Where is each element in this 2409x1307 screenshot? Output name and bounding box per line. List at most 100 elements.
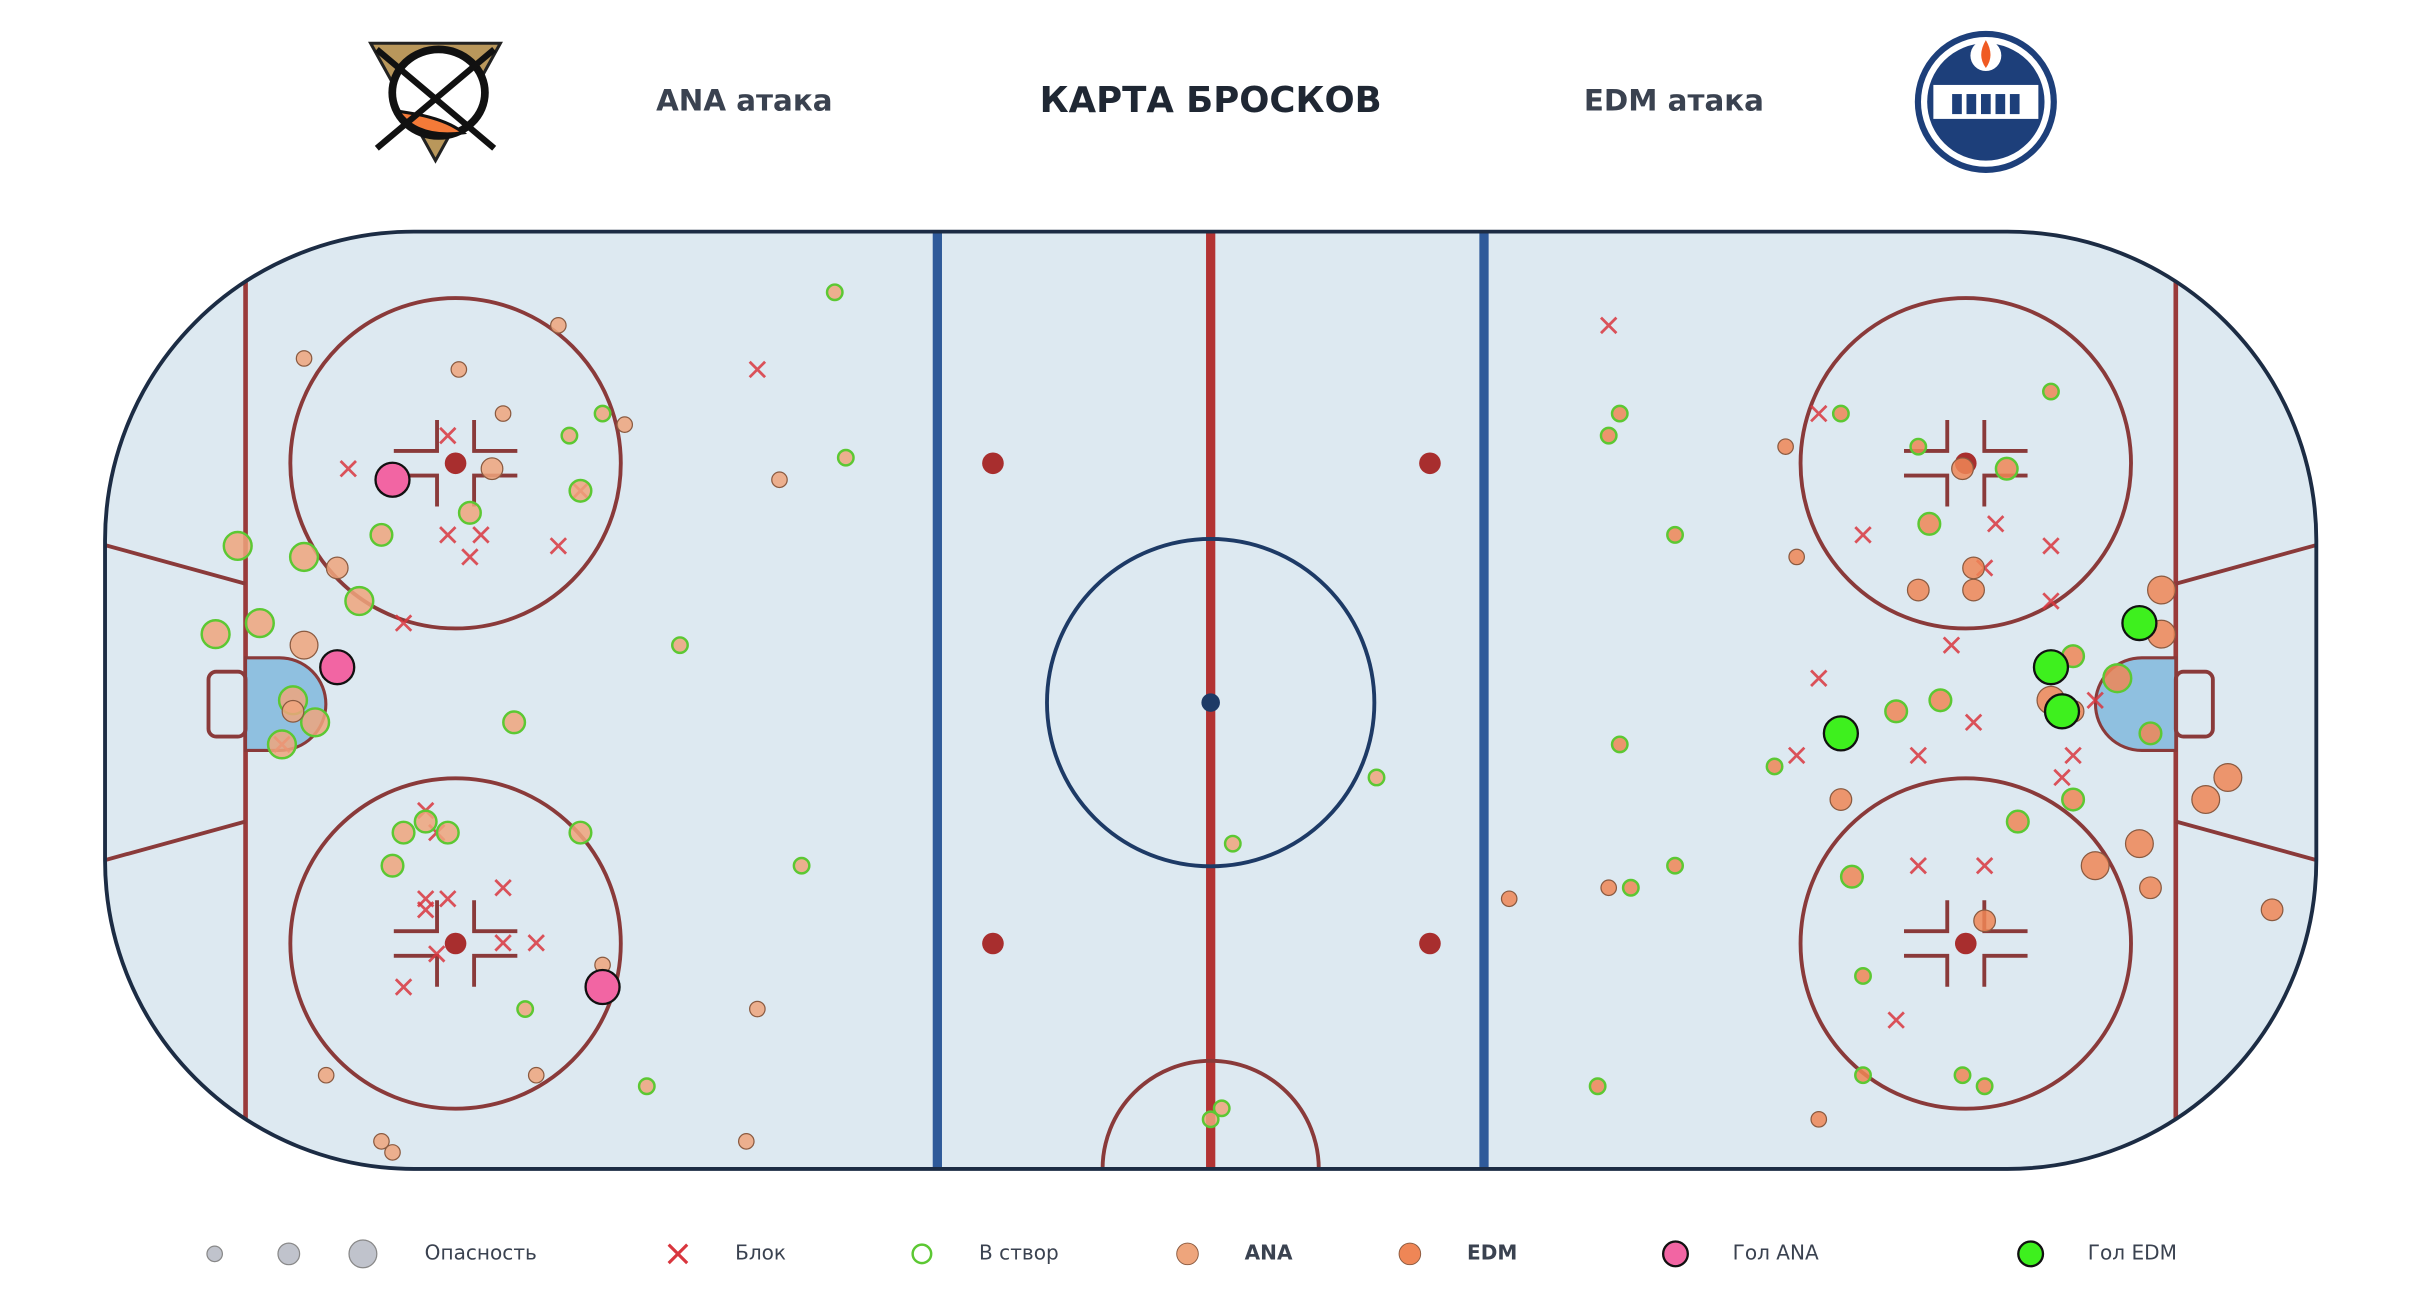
legend-symbol: [1176, 1242, 1199, 1266]
shot-mark: [299, 707, 331, 738]
block-mark: [1942, 636, 1961, 654]
shot-mark: [391, 820, 416, 845]
shot-mark: [1917, 511, 1942, 536]
shot-mark: [413, 809, 438, 834]
shot-mark: [1621, 878, 1640, 897]
block-mark: [527, 934, 545, 952]
shot-mark: [1600, 879, 1618, 897]
shot-mark: [1212, 1099, 1231, 1118]
shot-mark: [1588, 1077, 1607, 1096]
shot-mark: [2124, 829, 2154, 859]
goal-mark: [2032, 649, 2070, 686]
shot-mark: [568, 478, 593, 503]
legend-size: [348, 1239, 378, 1269]
shot-mark: [1962, 578, 1985, 602]
shot-mark: [317, 1066, 335, 1084]
shot-mark: [2138, 721, 2163, 746]
oilers-logo: ▮▮▮▮▮: [1914, 30, 2057, 173]
block-mark: [1600, 316, 1618, 335]
shot-mark: [344, 585, 375, 617]
shot-mark: [2061, 787, 2086, 812]
legend-symbol: [911, 1243, 933, 1265]
shot-mark: [2139, 876, 2162, 900]
block-mark: [1787, 746, 1806, 765]
shot-mark: [288, 541, 320, 573]
shot-mark: [2213, 762, 2243, 792]
shot-mark: [373, 1133, 390, 1150]
shot-mark: [1994, 456, 2019, 481]
shot-mark: [200, 618, 231, 650]
shot-mark: [568, 820, 593, 845]
legend-label: Блок: [735, 1240, 786, 1264]
shot-mark: [450, 361, 468, 378]
shot-mark: [1367, 768, 1386, 787]
block-mark: [1887, 1011, 1905, 1029]
legend-size: [277, 1242, 301, 1266]
shot-mark: [1610, 735, 1629, 754]
shot-mark: [1765, 757, 1784, 776]
shot-mark: [1201, 1110, 1220, 1129]
chart-title: КАРТА БРОСКОВ: [1040, 80, 1382, 121]
shot-mark: [1810, 1110, 1828, 1128]
block-mark: [494, 879, 512, 897]
block-mark: [1909, 746, 1927, 765]
block-mark: [439, 426, 457, 445]
shot-mark: [380, 853, 405, 878]
shot-mark: [1839, 864, 1864, 889]
shot-mark: [435, 820, 460, 845]
shot-mark: [1975, 1077, 1994, 1096]
shot-mark: [1777, 438, 1794, 455]
legend-label: EDM: [1467, 1240, 1517, 1264]
shot-mark: [2147, 575, 2177, 605]
shot-mark: [325, 556, 349, 580]
logo-mark: ▮▮▮▮▮: [1950, 88, 2022, 118]
shot-mark: [516, 1000, 535, 1019]
goal-mark: [2121, 604, 2158, 642]
rink: [103, 229, 2319, 1171]
legend: Опасность Блок В створ ANA EDM Гол ANA Гол EDM: [206, 1239, 2177, 1269]
shot-mark: [222, 530, 253, 562]
shot-mark: [1953, 1066, 1972, 1085]
shot-mark: [384, 1144, 401, 1161]
block-mark: [461, 548, 479, 566]
block-mark: [428, 945, 446, 963]
shot-mark: [1666, 856, 1685, 875]
legend-label: Гол EDM: [2088, 1240, 2177, 1264]
block-mark: [2064, 746, 2082, 765]
legend-symbol: [2017, 1240, 2045, 1268]
shot-mark: [2080, 851, 2110, 881]
shot-mark: [281, 699, 305, 723]
shot-mark: [2005, 809, 2030, 834]
legend-label: Опасность: [425, 1240, 537, 1264]
shot-mark: [2260, 898, 2284, 922]
shot-mark: [749, 1000, 766, 1018]
shot-mark: [289, 630, 319, 660]
shot-mark: [457, 500, 482, 525]
block-mark: [2042, 592, 2060, 610]
block-mark: [1964, 713, 1983, 732]
shot-mark: [502, 710, 527, 735]
shot-mark: [1962, 556, 1985, 580]
block-mark: [439, 890, 457, 908]
shot-mark: [494, 405, 512, 422]
shot-mark: [1500, 890, 1518, 908]
goal-mark: [584, 968, 621, 1006]
shot-mark: [671, 636, 689, 655]
shots: [200, 283, 2284, 1161]
shot-mark: [825, 283, 844, 302]
block-mark: [2086, 691, 2104, 709]
shot-mark: [1599, 426, 1618, 445]
block-mark: [1810, 404, 1828, 423]
shot-mark: [1951, 457, 1974, 481]
shot-mark: [2042, 382, 2060, 401]
legend-symbol: [1661, 1240, 1689, 1268]
legend-symbol: [667, 1243, 689, 1265]
shot-mark: [2102, 663, 2133, 694]
block-mark: [1909, 856, 1927, 875]
shot-mark: [1909, 437, 1928, 456]
shot-mark: [1884, 699, 1909, 724]
shot-mark: [550, 317, 567, 334]
shot-mark: [1854, 967, 1872, 985]
block-mark: [494, 934, 512, 952]
shot-mark: [560, 426, 579, 445]
